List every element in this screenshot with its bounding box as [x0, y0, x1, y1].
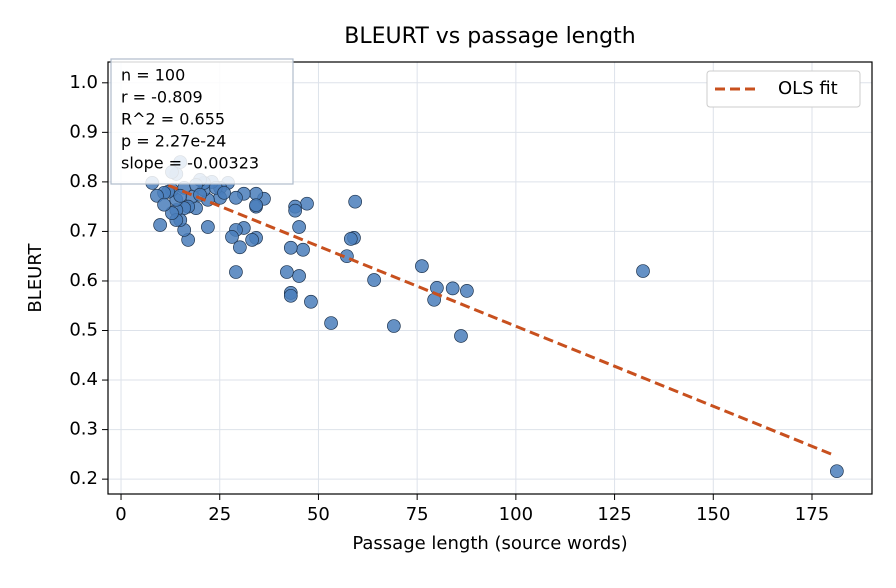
- y-tick-label: 0.8: [69, 171, 98, 192]
- y-tick-label: 0.5: [69, 320, 98, 341]
- point: [150, 188, 164, 203]
- grid: 0 25 50 75 100 125 150 175 0.2 0.3 0.4 0.5 0.6 0.7 0.8…: [69, 62, 872, 525]
- x-tick-label: 25: [208, 504, 231, 525]
- annotation-text: slope = -0.00323: [121, 154, 259, 173]
- x-axis-label: Passage length (source words): [352, 533, 627, 554]
- point: [157, 197, 171, 212]
- point: [245, 233, 259, 247]
- point: [415, 259, 429, 273]
- x-tick-label: 150: [696, 504, 730, 525]
- point: [387, 319, 401, 333]
- point: [201, 220, 215, 234]
- y-tick-label: 0.7: [69, 220, 98, 241]
- point: [460, 284, 474, 298]
- annotation-text: n = 100: [121, 66, 185, 85]
- annotation-box: [110, 58, 294, 185]
- point: [304, 294, 318, 309]
- point: [249, 198, 263, 213]
- legend-box: [706, 70, 861, 108]
- x-tick-label: 50: [307, 504, 330, 525]
- point: [217, 185, 231, 200]
- point: [636, 264, 650, 278]
- point: [445, 281, 460, 296]
- point: [300, 196, 314, 211]
- chart-title: BLEURT vs passage length: [344, 24, 635, 49]
- legend-label: OLS fit: [778, 78, 838, 99]
- point: [343, 232, 358, 246]
- point: [229, 265, 243, 279]
- point: [296, 242, 310, 257]
- y-tick-label: 0.9: [69, 121, 98, 142]
- point: [229, 190, 243, 205]
- point: [292, 269, 306, 283]
- axes-frame: [107, 61, 873, 495]
- fit-line: [167, 183, 837, 458]
- annotation-text: r = -0.809: [121, 88, 203, 107]
- point: [280, 265, 294, 279]
- annotation-text: R^2 = 0.655: [121, 110, 225, 129]
- point: [283, 240, 298, 255]
- point: [830, 464, 844, 479]
- y-tick-label: 0.2: [69, 468, 98, 489]
- plot-area: [145, 155, 844, 479]
- point: [430, 281, 444, 295]
- y-tick-label: 0.6: [69, 270, 98, 291]
- y-tick-label: 0.3: [69, 419, 98, 440]
- point: [454, 329, 468, 343]
- y-tick-label: 1.0: [69, 72, 98, 93]
- point: [165, 206, 179, 220]
- x-tick-label: 125: [597, 504, 631, 525]
- y-tick-label: 0.4: [69, 369, 98, 390]
- point: [283, 288, 298, 303]
- x-tick-label: 175: [795, 504, 829, 525]
- point: [292, 220, 306, 234]
- y-axis-label: BLEURT: [25, 242, 46, 312]
- point: [324, 316, 338, 330]
- annotation-text: p = 2.27e-24: [121, 132, 226, 151]
- x-tick-label: 100: [499, 504, 533, 525]
- x-tick-label: 75: [406, 504, 429, 525]
- point: [153, 218, 167, 232]
- point: [233, 240, 247, 255]
- point: [367, 273, 381, 287]
- x-tick-label: 0: [115, 504, 126, 525]
- overlay: n = 100 r = -0.809 R^2 = 0.655 p = 2.27e-24…: [110, 58, 861, 185]
- point: [348, 194, 363, 209]
- point: [225, 230, 239, 244]
- point: [288, 203, 303, 218]
